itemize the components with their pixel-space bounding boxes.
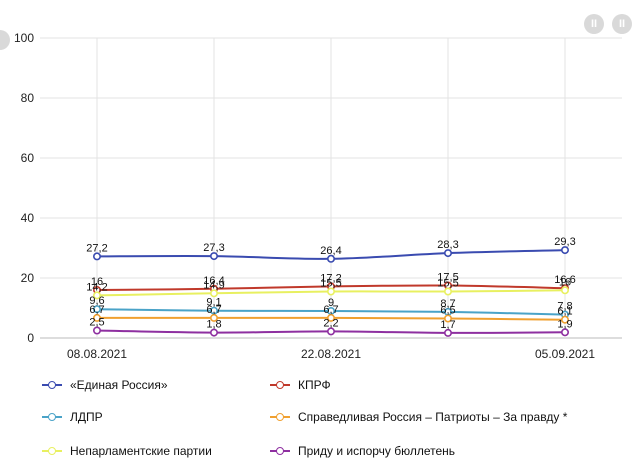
data-point [443,249,452,258]
data-label: 1,8 [206,319,221,331]
data-label: 6,1 [557,306,572,318]
data-point [326,327,335,336]
legend-label: Приду и испорчу бюллетень [298,444,456,458]
data-label: 7,8 [557,301,572,313]
data-label: 26,4 [320,245,341,257]
data-point [443,328,452,337]
data-point [443,287,452,296]
x-tick-label: 22.08.2021 [301,347,361,360]
legend-marker-icon [270,381,290,389]
data-point [326,313,335,322]
data-point [93,326,102,335]
y-tick-label: 40 [21,211,35,225]
data-label: 14,9 [203,279,224,291]
data-label: 6,5 [440,305,455,317]
data-label: 15,5 [320,278,341,290]
y-tick-label: 20 [21,271,35,285]
data-label: 16,4 [203,275,224,287]
y-tick-label: 100 [14,31,34,45]
data-label: 9 [328,297,334,309]
legend-label: ЛДПР [70,410,103,424]
data-point [560,328,569,337]
data-label: 15,5 [437,278,458,290]
legend-label: Непарламентские партии [70,444,212,458]
x-tick-label: 08.08.2021 [67,347,127,360]
data-point [210,289,219,298]
legend-entry[interactable]: Справедливая Россия – Патриоты – За прав… [270,410,567,424]
data-label: 16 [559,276,571,288]
data-point [326,254,335,263]
legend-entry[interactable]: Приду и испорчу бюллетень [270,444,455,458]
y-tick-label: 60 [21,151,35,165]
data-point [560,315,569,324]
data-label: 16,6 [554,274,575,286]
data-label: 8,7 [440,298,455,310]
data-label: 6,7 [89,304,104,316]
legend-marker-icon [270,413,290,421]
data-label: 17,5 [437,272,458,284]
data-label: 6,7 [323,304,338,316]
legend-label: Справедливая Россия – Патриоты – За прав… [298,410,568,424]
data-label: 16 [91,276,103,288]
legend-entry[interactable]: Непарламентские партии [42,444,212,458]
data-label: 2,5 [89,317,104,329]
pause-icon[interactable]: II [612,14,632,34]
data-point [560,246,569,255]
data-label: 29,3 [554,236,575,248]
data-point [210,328,219,337]
legend-label: «Единая Россия» [70,378,168,392]
data-label: 9,6 [89,295,104,307]
data-label: 1,9 [557,318,572,330]
data-point [93,313,102,322]
data-label: 27,2 [86,242,107,254]
data-label: 28,3 [437,239,458,251]
data-point [210,313,219,322]
line-chart: 0 20 40 60 80 100 08.08.2021 22.08.2021 05.09.20… [14,31,622,360]
legend-label: КПРФ [298,378,331,392]
y-tick-label: 80 [21,91,35,105]
data-label: 9,1 [206,297,221,309]
chart-legend: «Единая Россия» КПРФ ЛДПР Справедливая Росс… [0,368,640,473]
data-point [93,305,102,314]
legend-marker-icon [42,413,62,421]
y-tick-label: 0 [27,331,34,345]
data-point [326,287,335,296]
data-label: 2,2 [323,317,338,329]
side-control-button[interactable] [0,30,10,50]
legend-entry[interactable]: «Единая Россия» [42,378,168,392]
legend-marker-icon [42,381,62,389]
data-point [93,252,102,261]
legend-marker-icon [270,447,290,455]
legend-entry[interactable]: КПРФ [270,378,331,392]
data-label: 27,3 [203,242,224,254]
data-label: 1,7 [440,319,455,331]
data-label: 6,7 [206,304,221,316]
data-point [93,291,102,300]
data-label: 17,2 [320,272,341,284]
pause-icon[interactable]: II [584,14,604,34]
x-tick-label: 05.09.2021 [535,347,595,360]
legend-entry[interactable]: ЛДПР [42,410,103,424]
data-label: 14,2 [86,281,107,293]
data-point [443,314,452,323]
data-point [560,286,569,295]
data-point [210,252,219,261]
legend-marker-icon [42,447,62,455]
